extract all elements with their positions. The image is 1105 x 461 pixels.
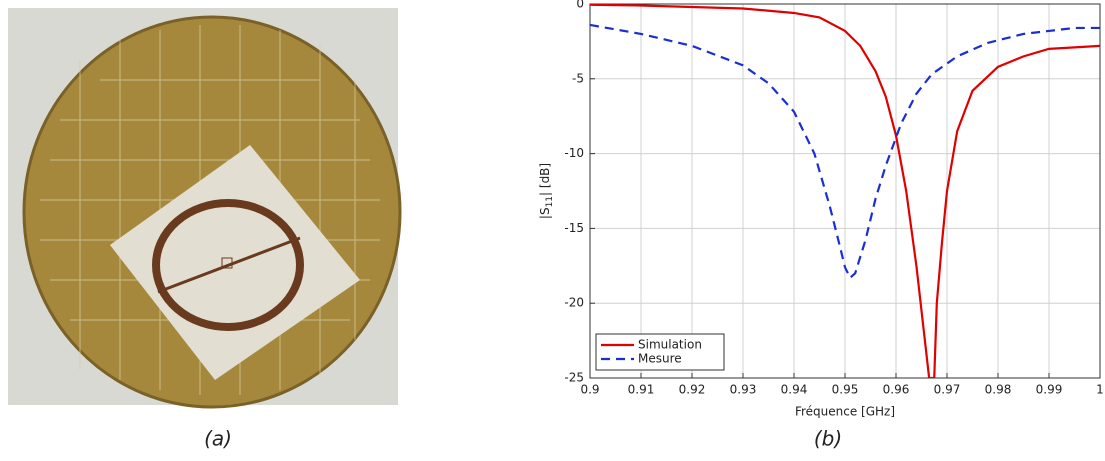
y-tick-label: -10 <box>564 146 584 160</box>
x-tick-label: 0.98 <box>985 383 1012 397</box>
plot: -25 -20 -15 -10 -5 0 0.9 0.91 0.92 0.93 0.94 0.95 0.… <box>564 0 1103 397</box>
x-tick-label: 0.94 <box>781 383 808 397</box>
y-tick-label: -15 <box>564 221 584 235</box>
x-tick-label: 0.92 <box>679 383 706 397</box>
y-tick-label: -20 <box>564 296 584 310</box>
y-label-subscript: 11 <box>545 196 555 207</box>
dipole <box>157 236 301 294</box>
plot-frame <box>589 3 1101 379</box>
ring <box>152 199 304 331</box>
y-label-part: |S <box>538 207 552 219</box>
caption: (a) <box>204 427 232 451</box>
series-line <box>590 23 1100 280</box>
x-axis-label: Fréquence [GHz] <box>795 405 895 419</box>
caption: (b) <box>814 427 842 451</box>
disc-edge <box>22 15 402 409</box>
legend-label: Mesure <box>638 352 682 366</box>
y-tick-label: 0 <box>576 0 584 11</box>
x-tick-label: 0.97 <box>934 383 961 397</box>
x-tick-label: 0.95 <box>832 383 859 397</box>
photo <box>8 8 402 409</box>
legend-label: Simulation <box>638 338 702 352</box>
x-tick-label: 0.91 <box>628 383 655 397</box>
feed <box>221 257 233 269</box>
y-label-part: | [dB] <box>538 163 552 196</box>
y-tick-label: -5 <box>572 71 584 85</box>
x-tick-label: 0.99 <box>1036 383 1063 397</box>
y-axis-label: |S11| [dB] <box>538 163 555 219</box>
legend-box <box>595 333 725 371</box>
x-tick-label: 0.96 <box>883 383 910 397</box>
x-tick-label: 0.93 <box>730 383 757 397</box>
series-line <box>590 4 1100 378</box>
x-tick-label: 1 <box>1096 383 1104 397</box>
y-tick-label: -25 <box>564 371 584 385</box>
x-tick-label: 0.9 <box>580 383 599 397</box>
